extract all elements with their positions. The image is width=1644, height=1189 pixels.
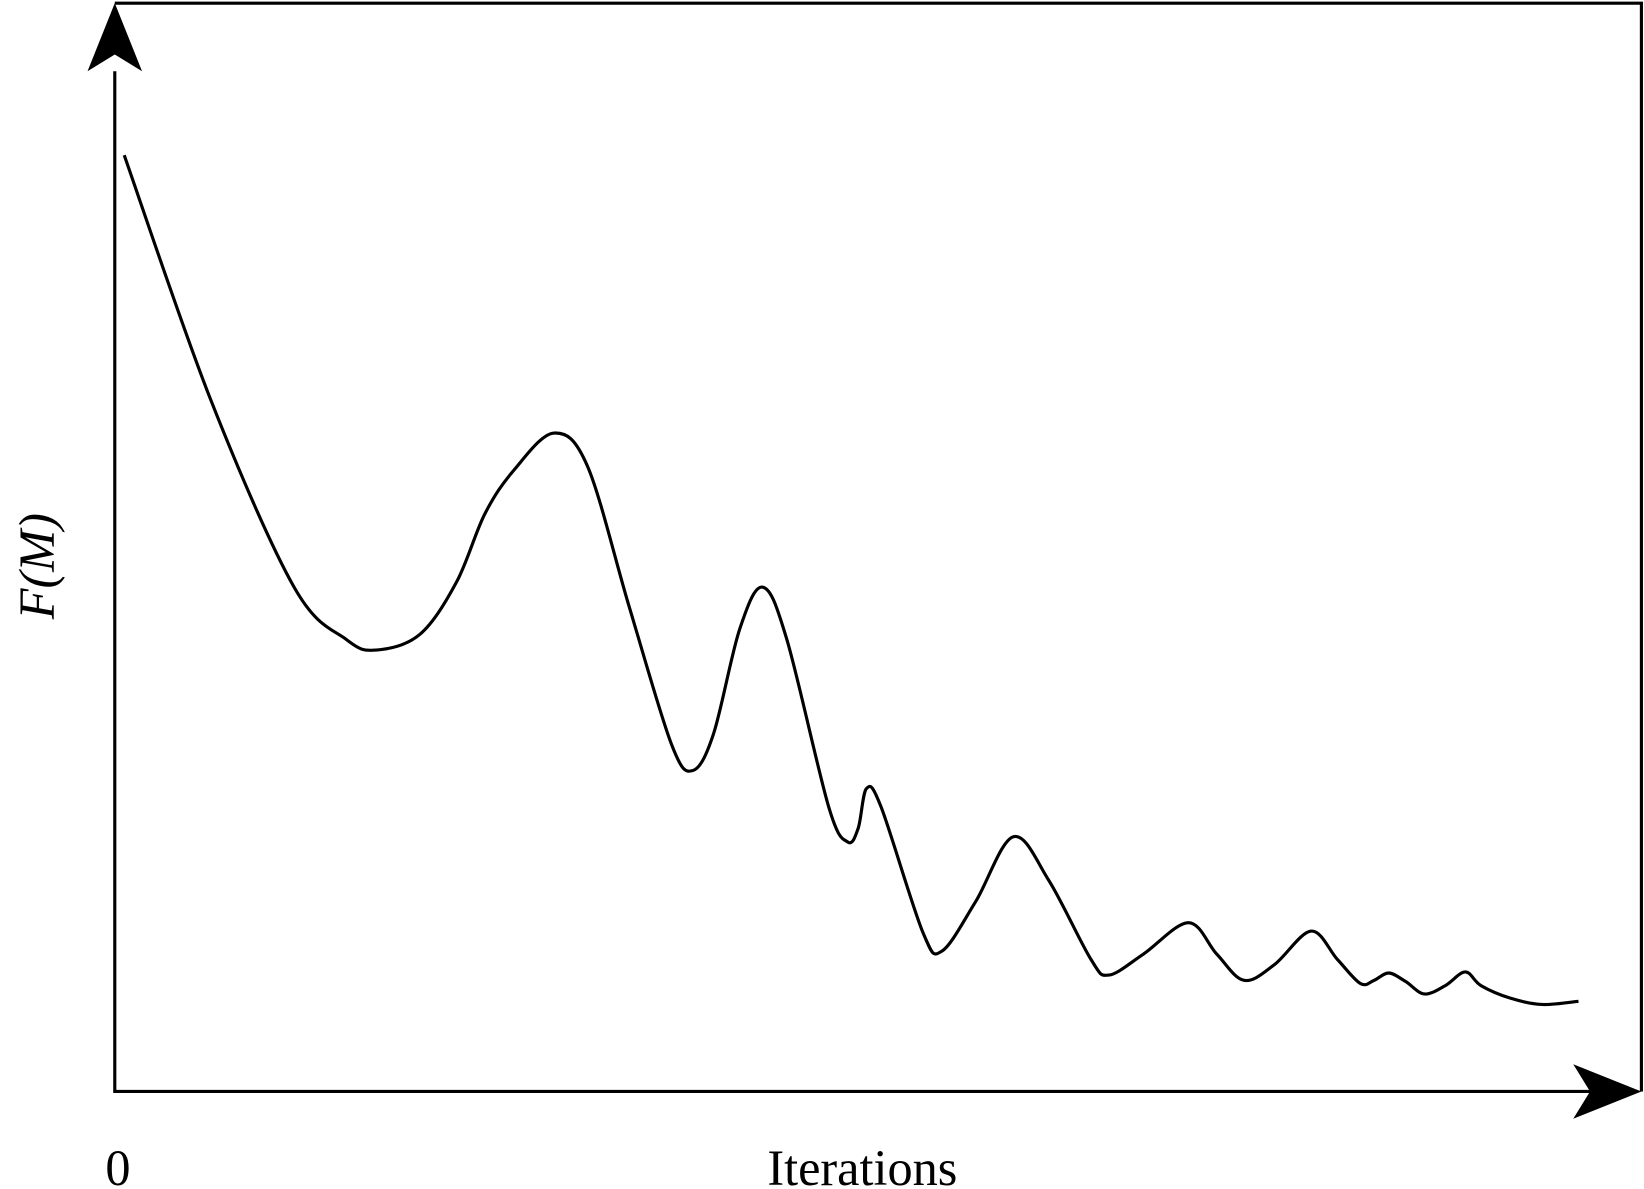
y-axis-arrow [87,3,143,72]
frame [114,1,1643,1092]
origin-label: 0 [105,1140,130,1189]
axes [113,71,1605,1094]
x-axis-label: Iterations [767,1140,957,1189]
objective-curve [122,154,1579,1007]
y-axis-label: F(M) [9,513,65,620]
x-axis-arrow [1573,1064,1642,1119]
